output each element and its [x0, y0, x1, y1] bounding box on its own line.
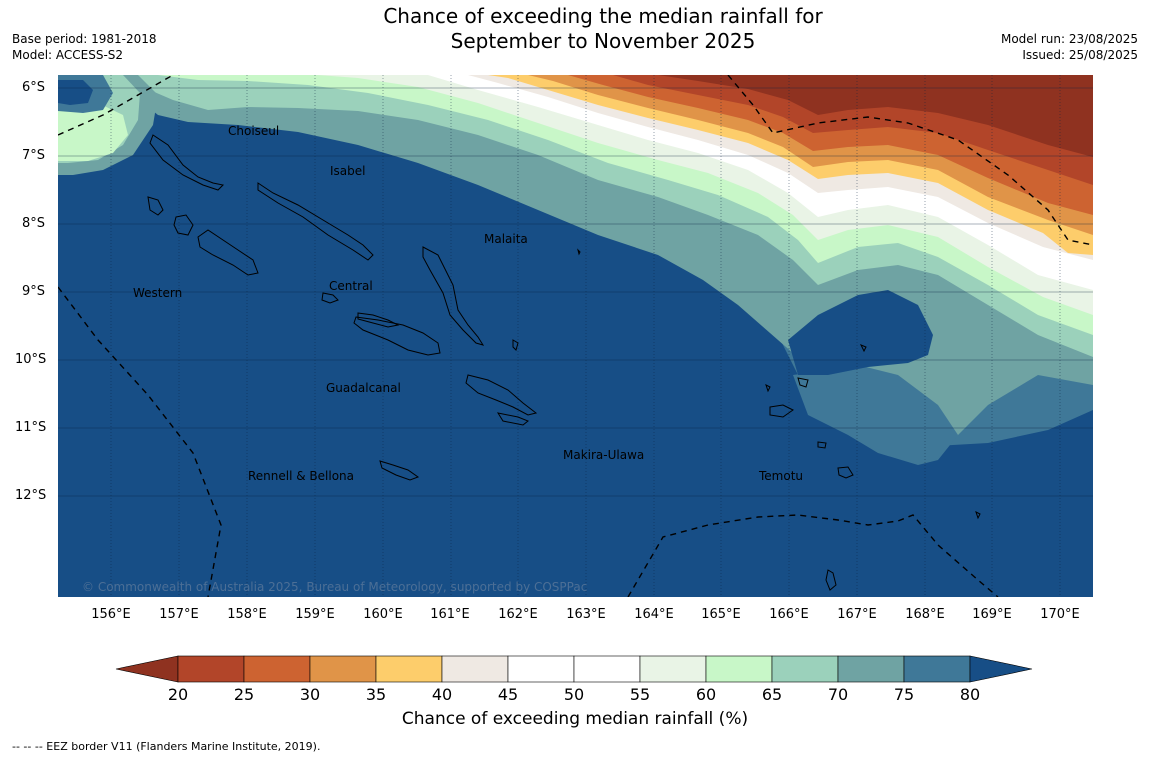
- lon-label-168e: 168°E: [905, 607, 945, 622]
- place-guadalcanal: Guadalcanal: [326, 381, 401, 395]
- eez-border: [58, 75, 1093, 597]
- colorbar-extend-low: [115, 655, 179, 683]
- lon-label-169e: 169°E: [972, 607, 1012, 622]
- lon-label-162e: 162°E: [498, 607, 538, 622]
- place-makira-ulawa: Makira-Ulawa: [563, 448, 645, 462]
- lon-label-167e: 167°E: [837, 607, 877, 622]
- rainfall-map: [58, 75, 1093, 597]
- lon-label-158e: 158°E: [227, 607, 267, 622]
- lat-label-10s: 10°S: [15, 352, 47, 367]
- band-east-80: [788, 290, 933, 375]
- lat-label-7s: 7°S: [22, 148, 46, 163]
- colorbar-cell: [177, 655, 245, 683]
- colorbar-cell: [573, 655, 641, 683]
- colorbar-tick-label: 25: [233, 685, 255, 704]
- place-malaita: Malaita: [484, 232, 528, 246]
- lon-label-156e: 156°E: [91, 607, 131, 622]
- colorbar-tick-label: 50: [563, 685, 585, 704]
- base-period: Base period: 1981-2018: [12, 32, 157, 46]
- colorbar-cell: [705, 655, 773, 683]
- place-choiseul: Choiseul: [228, 124, 280, 138]
- place-temotu: Temotu: [759, 469, 804, 483]
- place-western: Western: [133, 286, 183, 300]
- colorbar-label: Chance of exceeding median rainfall (%): [401, 709, 749, 729]
- place-isabel: Isabel: [330, 164, 366, 178]
- band-west-80: [58, 80, 93, 105]
- title-line-1: Chance of exceeding the median rainfall …: [383, 4, 823, 28]
- map-title: Chance of exceeding the median rainfall …: [300, 4, 906, 54]
- place-rennell-bellona: Rennell & Bellona: [248, 469, 355, 483]
- issued-date: Issued: 25/08/2025: [1022, 48, 1138, 62]
- title-line-2: September to November 2025: [450, 29, 756, 53]
- colorbar-tick-label: 35: [365, 685, 387, 704]
- lon-label-161e: 161°E: [430, 607, 470, 622]
- colorbar-cell: [771, 655, 839, 683]
- colorbar-tick-label: 75: [893, 685, 915, 704]
- lon-label-164e: 164°E: [634, 607, 674, 622]
- meta-left: Base period: 1981-2018 Model: ACCESS-S2: [12, 31, 157, 63]
- colorbar-tick-label: 45: [497, 685, 519, 704]
- lon-label-163e: 163°E: [566, 607, 606, 622]
- model-name: Model: ACCESS-S2: [12, 48, 124, 62]
- colorbar-cell: [837, 655, 905, 683]
- colorbar-cell: [507, 655, 575, 683]
- lat-label-6s: 6°S: [22, 80, 46, 95]
- colorbar-cell: [375, 655, 443, 683]
- colorbar-cell: [243, 655, 311, 683]
- eez-legend-note: -- -- -- EEZ border V11 (Flanders Marine…: [12, 740, 321, 753]
- band-west-60: [58, 103, 128, 161]
- lat-label-8s: 8°S: [22, 216, 46, 231]
- place-central: Central: [329, 279, 373, 293]
- band-east-75: [793, 365, 958, 465]
- lat-label-9s: 9°S: [22, 284, 46, 299]
- map-canvas: [58, 75, 1093, 597]
- lon-label-166e: 166°E: [769, 607, 809, 622]
- lon-label-165e: 165°E: [701, 607, 741, 622]
- colorbar-tick-label: 55: [629, 685, 651, 704]
- lon-label-160e: 160°E: [363, 607, 403, 622]
- graticule: [58, 75, 1093, 597]
- colorbar-cell: [639, 655, 707, 683]
- colorbar-tick-label: 80: [959, 685, 981, 704]
- copyright-notice: © Commonwealth of Australia 2025, Bureau…: [82, 580, 588, 594]
- meta-right: Model run: 23/08/2025 Issued: 25/08/2025: [1001, 31, 1138, 63]
- lon-label-170e: 170°E: [1040, 607, 1080, 622]
- colorbar-tick-label: 65: [761, 685, 783, 704]
- colorbar-tick-label: 60: [695, 685, 717, 704]
- model-run: Model run: 23/08/2025: [1000, 32, 1138, 46]
- colorbar-tick-label: 40: [431, 685, 453, 704]
- colorbar-tick-label: 70: [827, 685, 849, 704]
- lon-label-157e: 157°E: [159, 607, 199, 622]
- colorbar-extend-high: [969, 655, 1033, 683]
- lon-label-159e: 159°E: [295, 607, 335, 622]
- colorbar-tick-label: 20: [167, 685, 189, 704]
- lat-label-12s: 12°S: [15, 488, 47, 503]
- colorbar-cell: [903, 655, 971, 683]
- band-below-20: [658, 75, 1093, 157]
- colorbar-cell: [309, 655, 377, 683]
- colorbar-cell: [441, 655, 509, 683]
- colorbar-tick-label: 30: [299, 685, 321, 704]
- lat-label-11s: 11°S: [15, 420, 47, 435]
- coastlines: [147, 134, 981, 591]
